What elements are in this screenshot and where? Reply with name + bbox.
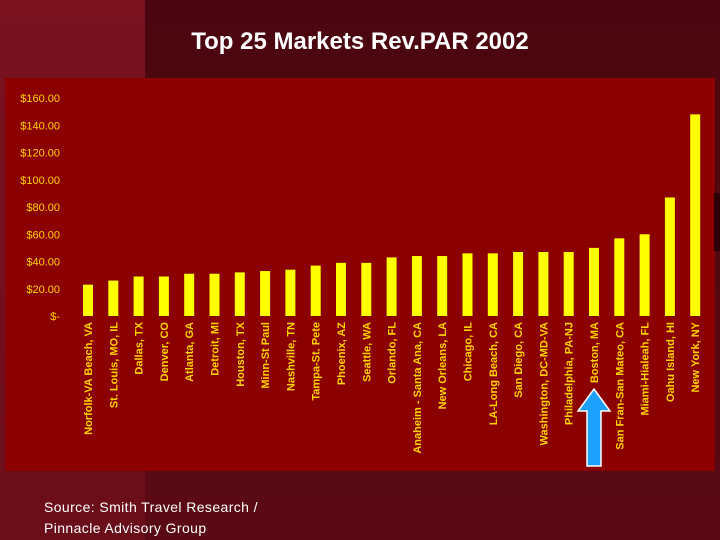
source-note: Source: Smith Travel Research / Pinnacle… — [44, 497, 258, 539]
x-tick-label: Philadelphia, PA-NJ — [564, 322, 576, 425]
x-tick-label: Denver, CO — [159, 322, 171, 382]
bar — [361, 262, 372, 316]
x-tick-label: LA-Long Beach, CA — [488, 322, 500, 425]
x-tick-label: Chicago, IL — [463, 322, 475, 382]
x-tick-label: St. Louis, MO, IL — [108, 322, 120, 408]
bar — [83, 284, 93, 316]
bar — [513, 251, 524, 316]
bar — [487, 253, 498, 316]
bar-chart: $- $20.00 $40.00 $60.00 $80.00 $100.00 $120.00… — [20, 93, 702, 467]
x-tick-label: Seattle, WA — [361, 322, 373, 382]
x-tick-label: Detroit, MI — [210, 322, 222, 376]
x-tick-label: Oahu Island, HI — [665, 322, 677, 402]
x-tick-label: Boston, MA — [589, 322, 601, 383]
x-tick-label: Minn-St Paul — [260, 322, 272, 389]
x-tick-label: New Orleans, LA — [437, 322, 449, 409]
bar — [158, 276, 169, 316]
y-tick-label: $80.00 — [26, 202, 60, 214]
x-tick-label: Miami-Hialeah, FL — [640, 322, 652, 416]
right-edge-strip — [714, 193, 720, 251]
bar — [664, 197, 675, 316]
bar — [411, 256, 422, 316]
bar — [184, 273, 195, 316]
bar — [133, 276, 144, 316]
x-tick-label: Anaheim - Santa Ana, CA — [412, 322, 424, 454]
chart-area: $- $20.00 $40.00 $60.00 $80.00 $100.00 $120.00… — [5, 78, 715, 471]
x-tick-label: Orlando, FL — [387, 322, 399, 384]
bar — [108, 280, 119, 316]
up-arrow-icon — [576, 387, 612, 467]
x-tick-label: Phoenix, AZ — [336, 322, 348, 385]
bar — [310, 265, 321, 316]
x-tick-label: Nashville, TN — [285, 322, 297, 391]
bar — [260, 271, 271, 316]
y-tick-label: $120.00 — [20, 148, 60, 160]
y-tick-label: $160.00 — [20, 93, 60, 105]
x-tick-label: San Diego, CA — [513, 322, 525, 398]
bar — [437, 256, 448, 316]
x-tick-label: Dallas, TX — [134, 321, 146, 374]
page-title: Top 25 Markets Rev.PAR 2002 — [191, 28, 529, 55]
y-tick-label: $140.00 — [20, 120, 60, 132]
y-tick-label: $100.00 — [20, 175, 60, 187]
bar — [614, 238, 625, 316]
bar — [639, 234, 650, 316]
y-tick-label: $- — [50, 311, 60, 323]
x-tick-label: New York, NY — [690, 321, 702, 392]
y-tick-label: $60.00 — [26, 229, 60, 241]
bar — [538, 251, 549, 316]
x-tick-label: Houston, TX — [235, 321, 247, 386]
x-tick-label: Tampa-St. Pete — [311, 322, 323, 401]
bar — [234, 272, 245, 316]
bar — [462, 253, 473, 316]
x-tick-label: San Fran-San Mateo, CA — [614, 322, 626, 450]
y-tick-label: $40.00 — [26, 257, 60, 269]
x-tick-label: Atlanta, GA — [184, 322, 196, 382]
bar — [285, 269, 296, 316]
bar — [209, 273, 220, 316]
source-line-2: Pinnacle Advisory Group — [44, 520, 207, 536]
bar — [589, 247, 599, 316]
x-tick-label: Norfolk-VA Beach, VA — [83, 322, 95, 435]
source-line-1: Source: Smith Travel Research / — [44, 499, 258, 515]
bar — [336, 262, 346, 316]
x-tick-label: Washington, DC-MD-VA — [538, 322, 550, 445]
bar — [563, 251, 574, 316]
bar — [386, 257, 397, 316]
y-tick-label: $20.00 — [26, 284, 60, 296]
bar — [690, 114, 701, 316]
